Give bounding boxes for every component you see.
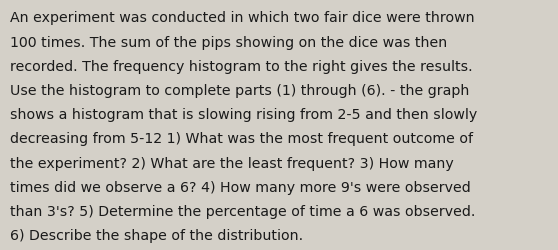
Text: 100 times. The sum of the pips showing on the dice was then: 100 times. The sum of the pips showing o… <box>10 35 448 49</box>
Text: than 3's? 5) Determine the percentage of time a 6 was observed.: than 3's? 5) Determine the percentage of… <box>10 204 475 218</box>
Text: the experiment? 2) What are the least frequent? 3) How many: the experiment? 2) What are the least fr… <box>10 156 454 170</box>
Text: shows a histogram that is slowing rising from 2-5 and then slowly: shows a histogram that is slowing rising… <box>10 108 477 122</box>
Text: decreasing from 5-12 1) What was the most frequent outcome of: decreasing from 5-12 1) What was the mos… <box>10 132 473 146</box>
Text: An experiment was conducted in which two fair dice were thrown: An experiment was conducted in which two… <box>10 11 475 25</box>
Text: Use the histogram to complete parts (1) through (6). - the graph: Use the histogram to complete parts (1) … <box>10 84 469 98</box>
Text: recorded. The frequency histogram to the right gives the results.: recorded. The frequency histogram to the… <box>10 60 473 74</box>
Text: 6) Describe the shape of the distribution.: 6) Describe the shape of the distributio… <box>10 228 303 242</box>
Text: times did we observe a 6? 4) How many more 9's were observed: times did we observe a 6? 4) How many mo… <box>10 180 471 194</box>
